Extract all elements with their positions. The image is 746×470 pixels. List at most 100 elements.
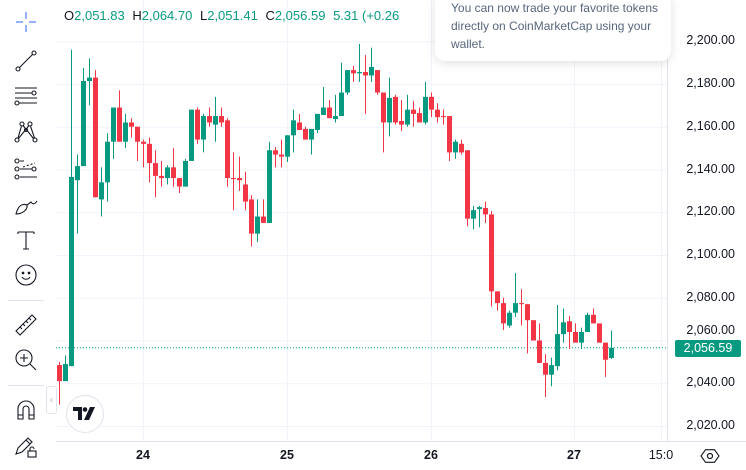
trend-line-button[interactable] <box>9 46 43 76</box>
candle-body <box>117 107 122 142</box>
price-axis-label: 2,180.00 <box>686 76 735 90</box>
collapse-toolbar-button[interactable]: ‹ <box>46 386 57 414</box>
candle-up <box>63 355 68 382</box>
candle-body <box>609 347 614 358</box>
price-axis-label: 2,120.00 <box>686 204 735 219</box>
candle-body <box>57 365 62 382</box>
candle-up <box>189 109 194 161</box>
candle-down <box>237 156 242 191</box>
candle-body <box>99 182 104 200</box>
horizontal-lines-button[interactable] <box>9 81 43 111</box>
candle-body <box>63 364 68 382</box>
text-button[interactable] <box>9 225 43 255</box>
candle-body <box>417 113 422 123</box>
pattern-button[interactable] <box>9 116 43 146</box>
emoji-button[interactable] <box>9 260 43 290</box>
candle-body <box>345 70 350 93</box>
candle-down <box>129 118 134 138</box>
candle-down <box>411 101 416 127</box>
candle-up <box>585 312 590 332</box>
candle-down <box>363 55 368 114</box>
candle-up <box>579 327 584 350</box>
candle-down <box>273 147 278 168</box>
candle-down <box>591 308 596 324</box>
candle-body <box>381 92 386 123</box>
candles <box>57 44 614 405</box>
candle-down <box>279 139 284 168</box>
forecasting-button[interactable] <box>9 154 43 184</box>
price-axis-label: 2,060.00 <box>686 323 735 337</box>
last-price-label: 2,056.59 <box>675 340 741 357</box>
candle-body <box>495 291 500 304</box>
candle-down <box>495 291 500 311</box>
ruler-button[interactable] <box>9 310 43 340</box>
zoom-in-button[interactable] <box>9 345 43 375</box>
candle-body <box>387 97 392 123</box>
brush-button[interactable] <box>9 190 43 220</box>
brush-icon <box>15 200 38 215</box>
lock-drawings-button[interactable] <box>9 431 43 461</box>
candle-body <box>219 116 224 123</box>
lock-drawings-icon <box>15 437 37 458</box>
pattern-icon <box>14 121 38 143</box>
candle-up <box>267 141 272 223</box>
candle-body <box>525 304 530 321</box>
candle-body <box>261 216 266 223</box>
tradingview-logo-icon <box>73 407 95 420</box>
candle-up <box>471 205 476 230</box>
ruler-icon <box>15 314 37 336</box>
candle-body <box>501 303 506 324</box>
zoom-in-icon <box>15 349 37 371</box>
candle-body <box>123 122 128 142</box>
candle-body <box>453 141 458 153</box>
tradingview-logo[interactable] <box>66 395 104 433</box>
candle-up <box>507 310 512 328</box>
candle-up <box>183 158 188 187</box>
candle-down <box>153 150 158 198</box>
candle-down <box>195 107 200 144</box>
candle-down <box>57 361 62 405</box>
magnet-button[interactable] <box>9 395 43 425</box>
candle-up <box>315 113 320 134</box>
candle-body <box>531 320 536 341</box>
candle-up <box>555 305 560 371</box>
candle-down <box>177 178 182 194</box>
crosshair-button[interactable] <box>9 7 43 37</box>
candle-up <box>513 273 518 317</box>
candle-body <box>339 92 344 117</box>
popup-line: wallet. <box>451 37 486 51</box>
candle-body <box>369 66 374 76</box>
candle-up <box>99 167 104 217</box>
candle-down <box>417 107 422 123</box>
candle-up <box>609 330 614 359</box>
candle-body <box>471 210 476 219</box>
candle-body <box>81 81 86 167</box>
candle-body <box>315 113 320 130</box>
candle-down <box>483 201 488 223</box>
candle-body <box>213 116 218 125</box>
high-value: 2,064.70 <box>141 8 193 23</box>
candle-body <box>105 141 110 183</box>
candle-down <box>603 342 608 377</box>
candle-body <box>423 96 428 123</box>
close-label: C <box>265 8 275 23</box>
open-value: 2,051.83 <box>74 8 125 23</box>
candle-down <box>141 139 146 168</box>
candle-body <box>351 70 356 74</box>
candle-down <box>261 199 266 223</box>
candle-down <box>243 171 248 211</box>
time-axis-label: 27 <box>567 448 581 462</box>
trend-line-icon <box>15 50 37 72</box>
candle-up <box>69 49 74 367</box>
price-axis-label: 2,160.00 <box>686 118 735 133</box>
candle-up <box>477 205 482 228</box>
candle-body <box>273 150 278 155</box>
toolbar-divider <box>8 385 44 386</box>
candle-up <box>105 133 110 202</box>
candle-body <box>297 122 302 130</box>
notification-popup: You can now trade your favorite tokens d… <box>435 0 671 61</box>
candle-body <box>429 96 434 110</box>
candle-down <box>393 94 398 125</box>
settings-icon[interactable] <box>700 446 720 466</box>
